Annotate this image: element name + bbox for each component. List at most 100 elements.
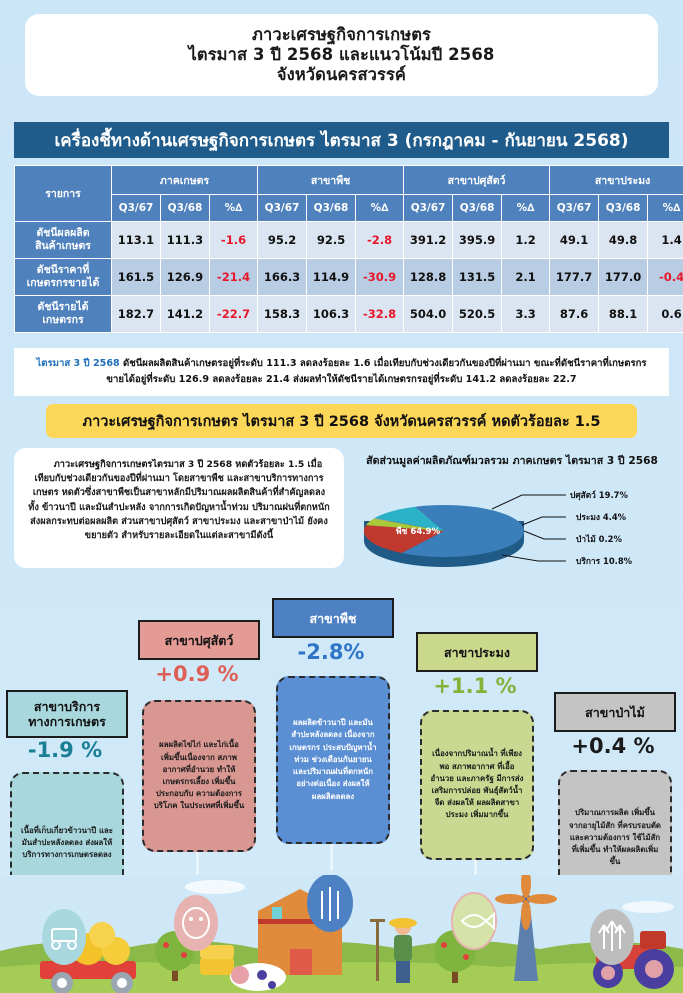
card-body-crop: ผลผลิตข้าวนาปี และมันสำปะหลังลดลง เนื่อง…	[276, 676, 390, 844]
pie-callout-labels: ปศุสัตว์ 19.7% ประมง 4.4% ป่าไม้ 0.2% บร…	[570, 490, 633, 566]
overview-body: เมื่อเทียบกับช่วงเดียวกันของปีที่ผ่านมา …	[28, 459, 330, 542]
pie-label-fishery: ประมง 4.4%	[576, 512, 627, 522]
card-header-service-text: สาขาบริการ ทางการเกษตร	[28, 699, 106, 729]
table-cell: 131.5	[452, 258, 503, 296]
table-cell: 49.1	[549, 221, 600, 259]
card-percent-service: -1.9 %	[27, 738, 103, 762]
table-cell: 128.8	[403, 258, 454, 296]
table-subheader-2-0: Q3/67	[403, 194, 454, 222]
table-subheader-1-2: %∆	[355, 194, 405, 222]
card-header-fishery-text: สาขาประมง	[444, 644, 510, 660]
summary-note-box: ไตรมาส 3 ปี 2568 ดัชนีผลผลิตสินค้าเกษตรอ…	[14, 348, 669, 396]
table-cell: 161.5	[111, 258, 161, 296]
cloud-icon	[622, 901, 674, 913]
page-title-card: ภาวะเศรษฐกิจการเกษตร ไตรมาส 3 ปี 2568 แล…	[25, 14, 658, 96]
table-subheader-2-2: %∆	[501, 194, 551, 222]
pie-slice-ป่าไม้	[373, 518, 444, 531]
table-group-0: ภาคเกษตร	[110, 165, 259, 195]
card-percent-fishery: +1.1 %	[433, 674, 517, 698]
table-cell: -0.4	[647, 258, 683, 296]
pie-slice-พืช	[401, 505, 524, 557]
table-cell: -32.8	[355, 295, 405, 333]
card-header-forest: สาขาป่าไม้	[554, 692, 676, 732]
card-header-crop-text: สาขาพืช	[309, 610, 357, 626]
pie-stage: พืช 64.9% ปศุสัตว์ 19.7% ประมง 4.4% ป่าไ…	[352, 473, 672, 581]
table-cell: 3.3	[501, 295, 551, 333]
table-subheader-3-0: Q3/67	[549, 194, 600, 222]
pie-slices	[364, 505, 524, 557]
table-row: ดัชนีราคาที่ เกษตรกรขายได้ 161.5 126.9 -21.4…	[14, 258, 683, 296]
card-header-service: สาขาบริการ ทางการเกษตร	[6, 690, 128, 738]
pie-slice-ปศุสัตว์	[364, 525, 444, 554]
table-cell: 95.2	[257, 221, 308, 259]
card-percent-crop: -2.8%	[297, 640, 365, 664]
card-percent-livestock: +0.9 %	[155, 662, 239, 686]
pie-label-forest: ป่าไม้ 0.2%	[576, 534, 623, 544]
table-cell: 182.7	[111, 295, 161, 333]
table-subheader-0-1: Q3/68	[160, 194, 210, 222]
table-cell: 88.1	[598, 295, 649, 333]
table-group-3: สาขาประมง	[549, 165, 683, 195]
table-subheader-0-0: Q3/67	[111, 194, 161, 222]
overview-text: ภาวะเศรษฐกิจการเกษตรไตรมาส 3 ปี 2568 หดต…	[14, 448, 344, 543]
table-cell: 391.2	[403, 221, 454, 259]
indicator-table: รายการ ภาคเกษตร สาขาพืช สาขาปศุสัตว์ สาข…	[14, 165, 683, 333]
table-cell: 166.3	[257, 258, 308, 296]
table-subheader-2-1: Q3/68	[452, 194, 503, 222]
card-body-fishery-text: เนื่องจากปริมาณน้ำ ที่เพียงพอ สภาพอากาศ …	[430, 749, 524, 820]
card-header-livestock-text: สาขาปศุสัตว์	[164, 632, 234, 648]
card-percent-forest: +0.4 %	[571, 734, 655, 758]
table-cell: -22.7	[208, 295, 259, 333]
pie-label-crop: พืช 64.9%	[396, 526, 441, 537]
table-row-label: ดัชนีรายได้ เกษตรกร	[14, 295, 112, 333]
table-cell: 87.6	[549, 295, 600, 333]
table-cell: 2.1	[501, 258, 551, 296]
stem-fishery	[474, 846, 477, 886]
page-title-line3: จังหวัดนครสวรรค์	[276, 65, 407, 84]
gdp-share-chart: สัดส่วนมูลค่าผลิตภัณฑ์มวลรวม ภาคเกษตร ไต…	[352, 452, 672, 582]
farm-scene-svg	[0, 875, 683, 993]
table-cell: 520.5	[452, 295, 503, 333]
table-group-header-row: รายการ ภาคเกษตร สาขาพืช สาขาปศุสัตว์ สาข…	[14, 165, 683, 222]
table-subheader-3-1: Q3/68	[598, 194, 649, 222]
cow-icon	[230, 963, 286, 991]
table-cell: -21.4	[208, 258, 259, 296]
card-header-livestock: สาขาปศุสัตว์	[138, 620, 260, 660]
summary-note-body: ดัชนีผลผลิตสินค้าเกษตรอยู่ที่ระดับ 111.3…	[106, 358, 647, 385]
pie-label-livestock: ปศุสัตว์ 19.7%	[570, 490, 628, 501]
cloud-icon	[185, 880, 245, 894]
pin-livestock-icon	[174, 895, 218, 951]
table-row: ดัชนีรายได้ เกษตรกร 182.7 141.2 -22.7 158.3 10…	[14, 295, 683, 333]
table-cell: 177.0	[598, 258, 649, 296]
pin-crop-icon	[307, 875, 353, 932]
pin-service-icon	[42, 909, 86, 965]
table-cell: 395.9	[452, 221, 503, 259]
farm-scene-illustration	[0, 875, 683, 993]
table-row-header-label: รายการ	[14, 165, 112, 222]
card-body-forest-text: ปริมาณการผลิต เพิ่มขึ้น จากอายุไม้สัก ที…	[569, 808, 661, 867]
table-cell: 158.3	[257, 295, 308, 333]
indicator-table-wrap: รายการ ภาคเกษตร สาขาพืช สาขาปศุสัตว์ สาข…	[14, 165, 683, 333]
headline-banner: ภาวะเศรษฐกิจการเกษตร ไตรมาส 3 ปี 2568 จั…	[46, 404, 637, 438]
chart-title: สัดส่วนมูลค่าผลิตภัณฑ์มวลรวม ภาคเกษตร ไต…	[366, 455, 658, 467]
table-cell: 114.9	[306, 258, 357, 296]
card-header-fishery: สาขาประมง	[416, 632, 538, 672]
card-header-forest-text: สาขาป่าไม้	[585, 704, 645, 720]
page-title-line2: ไตรมาส 3 ปี 2568 และแนวโน้มปี 2568	[188, 45, 495, 64]
windmill-icon	[495, 875, 557, 981]
stem-livestock	[196, 838, 199, 888]
section-header-label: เครื่องชี้ทางด้านเศรษฐกิจการเกษตร ไตรมาส…	[54, 130, 629, 151]
pie-slice-ประมง	[366, 518, 444, 531]
pie-chart-svg: พืช 64.9% ปศุสัตว์ 19.7% ประมง 4.4% ป่าไ…	[364, 490, 633, 567]
table-cell: 106.3	[306, 295, 357, 333]
card-body-fishery: เนื่องจากปริมาณน้ำ ที่เพียงพอ สภาพอากาศ …	[420, 710, 534, 860]
farmer-icon	[370, 918, 417, 983]
table-group-1: สาขาพืช	[257, 165, 405, 195]
table-cell: 49.8	[598, 221, 649, 259]
hay-bale-icon	[200, 945, 234, 975]
pie-label-service: บริการ 10.8%	[576, 556, 633, 566]
table-subheader-1-0: Q3/67	[257, 194, 308, 222]
overview-card: ภาวะเศรษฐกิจการเกษตรไตรมาส 3 ปี 2568 หดต…	[14, 448, 344, 568]
table-subheader-3-2: %∆	[647, 194, 683, 222]
